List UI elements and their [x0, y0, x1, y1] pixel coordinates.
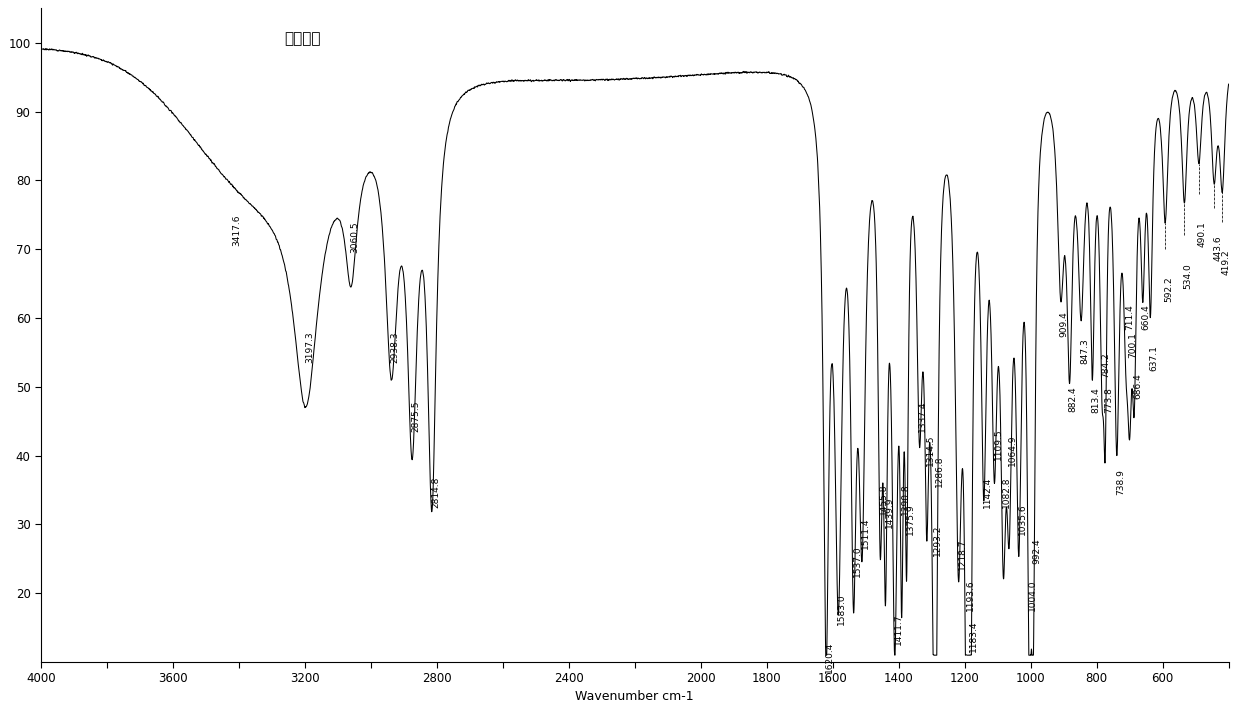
Text: 660.4: 660.4 — [1142, 304, 1151, 330]
Text: 1337.4: 1337.4 — [919, 400, 928, 432]
Text: 813.4: 813.4 — [1091, 387, 1100, 412]
Text: 1537.0: 1537.0 — [853, 545, 862, 577]
Text: 1286.8: 1286.8 — [935, 456, 944, 487]
Text: 1064.9: 1064.9 — [1008, 435, 1017, 466]
Text: 637.1: 637.1 — [1149, 346, 1158, 371]
Text: 909.4: 909.4 — [1059, 311, 1069, 337]
Text: 882.4: 882.4 — [1069, 387, 1078, 412]
Text: 992.4: 992.4 — [1032, 538, 1042, 564]
Text: 534.0: 534.0 — [1183, 263, 1193, 289]
Text: 3197.3: 3197.3 — [305, 332, 314, 363]
Text: 847.3: 847.3 — [1080, 338, 1089, 365]
Text: 1314.5: 1314.5 — [926, 435, 935, 466]
Text: 2814.8: 2814.8 — [432, 476, 440, 508]
Text: 1411.7: 1411.7 — [894, 614, 903, 646]
Text: 1004.0: 1004.0 — [1028, 579, 1038, 611]
Text: 1455.8: 1455.8 — [879, 483, 888, 515]
Text: 1183.4: 1183.4 — [970, 621, 978, 652]
Text: 700.1: 700.1 — [1128, 332, 1137, 358]
Text: 419.2: 419.2 — [1221, 249, 1230, 275]
Text: 711.4: 711.4 — [1125, 304, 1133, 330]
Text: 773.8: 773.8 — [1105, 387, 1114, 412]
Text: 1082.8: 1082.8 — [1002, 476, 1012, 508]
Text: 738.9: 738.9 — [1116, 469, 1125, 496]
Text: 达沙替尼: 达沙替尼 — [284, 31, 320, 46]
Text: 1390.8: 1390.8 — [900, 483, 910, 515]
Text: 2875.5: 2875.5 — [410, 400, 420, 432]
Text: 1439.9: 1439.9 — [884, 497, 894, 528]
Text: 686.4: 686.4 — [1133, 373, 1142, 399]
Text: 1109.5: 1109.5 — [993, 428, 1003, 460]
Text: 1583.0: 1583.0 — [837, 593, 847, 625]
Text: 1218.7: 1218.7 — [957, 538, 966, 570]
Text: 490.1: 490.1 — [1198, 222, 1207, 247]
Text: 2938.3: 2938.3 — [391, 332, 399, 363]
Text: 1375.9: 1375.9 — [905, 504, 915, 535]
Text: 3417.6: 3417.6 — [232, 215, 241, 246]
Text: 1620.4: 1620.4 — [825, 641, 835, 673]
Text: 1142.4: 1142.4 — [982, 476, 992, 508]
X-axis label: Wavenumber cm-1: Wavenumber cm-1 — [575, 690, 694, 702]
Text: 1193.6: 1193.6 — [966, 579, 975, 611]
Text: 1293.2: 1293.2 — [932, 525, 942, 556]
Text: 1035.6: 1035.6 — [1018, 504, 1027, 535]
Text: 1511.4: 1511.4 — [861, 518, 870, 549]
Text: 3060.5: 3060.5 — [350, 222, 358, 253]
Text: 592.2: 592.2 — [1164, 277, 1173, 302]
Text: 784.2: 784.2 — [1101, 353, 1110, 378]
Text: 443.6: 443.6 — [1213, 235, 1223, 261]
